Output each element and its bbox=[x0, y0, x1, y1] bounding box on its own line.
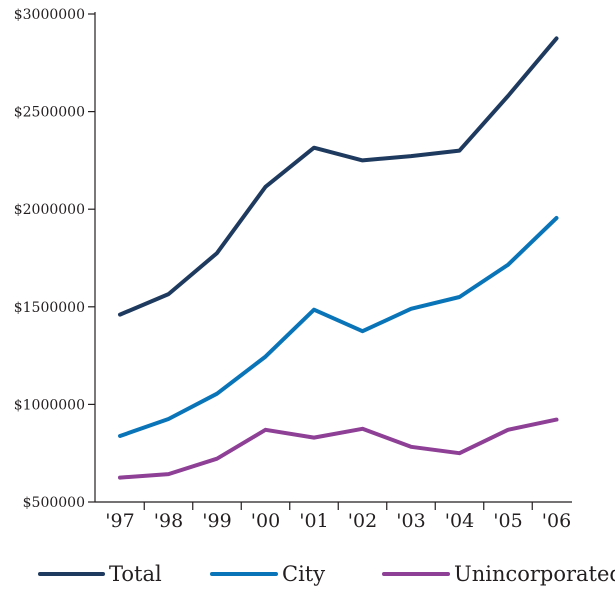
x-tick-label: '06 bbox=[542, 510, 571, 532]
x-tick-label: '00 bbox=[251, 510, 280, 532]
x-tick-label: '03 bbox=[396, 510, 425, 532]
data-point-unincorporated bbox=[118, 476, 122, 480]
data-point-total bbox=[118, 313, 122, 317]
series-line-unincorporated bbox=[118, 417, 559, 480]
series-line-total bbox=[118, 36, 559, 317]
y-tick-label: $1500000 bbox=[14, 300, 85, 316]
data-point-city bbox=[361, 329, 365, 333]
x-tick-label: '04 bbox=[445, 510, 474, 532]
y-tick-label: $500000 bbox=[23, 495, 85, 511]
data-point-unincorporated bbox=[264, 428, 268, 432]
data-point-city bbox=[555, 216, 559, 220]
legend-label-city: City bbox=[282, 562, 325, 586]
data-point-city bbox=[167, 417, 171, 421]
series-line-city bbox=[118, 216, 559, 438]
x-tick-label: '98 bbox=[154, 510, 183, 532]
data-point-total bbox=[458, 149, 462, 153]
data-point-unincorporated bbox=[409, 445, 413, 449]
legend-label-unincorporated: Unincorporated bbox=[454, 562, 615, 586]
axes bbox=[94, 12, 572, 503]
data-point-unincorporated bbox=[361, 427, 365, 431]
legend-label-total: Total bbox=[109, 562, 162, 586]
data-point-total bbox=[409, 154, 413, 158]
x-tick-label: '01 bbox=[299, 510, 328, 532]
legend: Total City Unincorporated bbox=[38, 562, 615, 586]
data-point-total bbox=[264, 185, 268, 189]
data-point-city bbox=[312, 308, 316, 312]
data-point-unincorporated bbox=[215, 457, 219, 461]
data-point-city bbox=[409, 307, 413, 311]
data-point-total bbox=[215, 251, 219, 255]
data-point-total bbox=[167, 292, 171, 296]
data-point-city bbox=[458, 295, 462, 299]
data-point-unincorporated bbox=[312, 436, 316, 440]
y-axis-ticks: $500000 $1000000 $1500000 $2000000 $2500000 $… bbox=[14, 7, 95, 511]
data-point-total bbox=[506, 94, 510, 98]
data-point-total bbox=[312, 146, 316, 150]
x-axis-ticks: '97 '98 '99 '00 '01 '02 '03 '04 '05 '06 bbox=[105, 502, 571, 532]
series-lines bbox=[118, 36, 559, 480]
x-tick-label: '97 bbox=[105, 510, 134, 532]
y-tick-label: $1000000 bbox=[14, 397, 85, 413]
data-point-city bbox=[264, 355, 268, 359]
x-tick-label: '02 bbox=[348, 510, 377, 532]
data-point-city bbox=[118, 434, 122, 438]
y-tick-label: $3000000 bbox=[14, 7, 85, 23]
data-point-unincorporated bbox=[167, 472, 171, 476]
data-point-total bbox=[361, 158, 365, 162]
data-point-total bbox=[555, 36, 559, 40]
data-point-unincorporated bbox=[458, 451, 462, 455]
x-tick-label: '05 bbox=[493, 510, 522, 532]
data-point-city bbox=[215, 392, 219, 396]
data-point-city bbox=[506, 263, 510, 267]
data-point-unincorporated bbox=[555, 418, 559, 422]
x-tick-label: '99 bbox=[202, 510, 231, 532]
y-tick-label: $2500000 bbox=[14, 105, 85, 121]
data-point-unincorporated bbox=[506, 428, 510, 432]
y-tick-label: $2000000 bbox=[14, 202, 85, 218]
